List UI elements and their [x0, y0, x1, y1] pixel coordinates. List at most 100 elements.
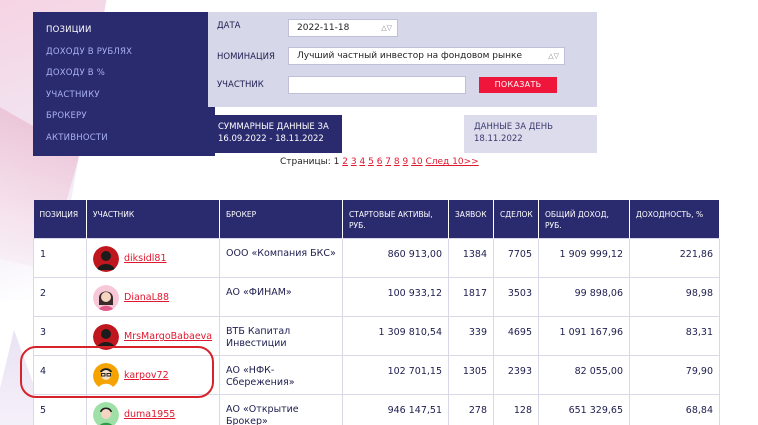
page-link[interactable]: 8	[393, 157, 400, 167]
participant-label: УЧАСТНИК	[217, 80, 264, 90]
cell-participant: diksidl81	[86, 237, 220, 278]
page-link[interactable]: 4	[359, 157, 366, 167]
pagination: Страницы: 1 2 3 4 5 6 7 8 9 10 След 10>>	[280, 157, 479, 167]
page-current: 1	[333, 157, 340, 167]
col-header-position[interactable]: ПОЗИЦИЯ	[33, 200, 87, 238]
filter-panel: ДАТА 2022-11-18 △▽ НОМИНАЦИЯ Лучший част…	[208, 12, 597, 107]
nomination-label: НОМИНАЦИЯ	[217, 52, 275, 62]
cell-position: 5	[33, 393, 87, 425]
menu-item-broker[interactable]: БРОКЕРУ	[46, 111, 87, 122]
tab-summary-period: 16.09.2022 - 18.11.2022	[218, 134, 324, 144]
col-header-assets[interactable]: СТАРТОВЫЕ АКТИВЫ, РУБ.	[342, 200, 449, 238]
tab-summary[interactable]: СУММАРНЫЕ ДАННЫЕ ЗА 16.09.2022 - 18.11.2…	[208, 115, 342, 153]
spinner-icon[interactable]: △▽	[381, 24, 392, 32]
cell-broker: ВТБ Капитал Инвестиции	[219, 315, 343, 356]
sort-menu: ПОЗИЦИИ ДОХОДУ В РУБЛЯХ ДОХОДУ В % УЧАСТ…	[33, 12, 215, 156]
col-header-participant[interactable]: УЧАСТНИК	[86, 200, 220, 238]
chevron-updown-icon: △▽	[548, 52, 559, 60]
cell-deals: 7705	[493, 237, 539, 278]
cell-yield: 83,31	[629, 315, 720, 356]
col-header-yield[interactable]: ДОХОДНОСТЬ, %	[629, 200, 720, 238]
cell-yield: 98,98	[629, 276, 720, 317]
cell-position: 1	[33, 237, 87, 278]
menu-item-participant[interactable]: УЧАСТНИКУ	[46, 89, 100, 100]
participant-link[interactable]: karpov72	[124, 370, 169, 381]
date-value: 2022-11-18	[297, 23, 350, 33]
table-row: 2 DianaL88 АО «ФИНАМ» 100 933,12 1817 35…	[33, 276, 720, 317]
cell-deals: 3503	[493, 276, 539, 317]
cell-assets: 100 933,12	[342, 276, 449, 317]
nomination-select[interactable]: Лучший частный инвестор на фондовом рынк…	[288, 47, 565, 65]
cell-income: 99 898,06	[538, 276, 630, 317]
cell-assets: 102 701,15	[342, 354, 449, 395]
cell-participant: MrsMargoBabaeva	[86, 315, 220, 356]
participant-link[interactable]: diksidl81	[124, 253, 167, 264]
cell-broker: АО «ФИНАМ»	[219, 276, 343, 317]
participant-link[interactable]: duma1955	[124, 409, 176, 420]
table-row: 5 duma1955 АО «Открытие Брокер» 946 147,…	[33, 393, 720, 425]
page-link[interactable]: 2	[342, 157, 348, 167]
tab-summary-title: СУММАРНЫЕ ДАННЫЕ ЗА	[218, 122, 329, 132]
highlight-annotation	[20, 346, 214, 398]
cell-orders: 1817	[448, 276, 494, 317]
cell-income: 1 909 999,12	[538, 237, 630, 278]
table-header-row: ПОЗИЦИЯ УЧАСТНИК БРОКЕР СТАРТОВЫЕ АКТИВЫ…	[33, 200, 720, 238]
avatar-icon	[93, 245, 119, 272]
cell-deals: 2393	[493, 354, 539, 395]
participant-link[interactable]: DianaL88	[124, 292, 169, 303]
page-link[interactable]: 7	[385, 157, 392, 167]
cell-income: 1 091 167,96	[538, 315, 630, 356]
cell-broker: АО «Открытие Брокер»	[219, 393, 343, 425]
date-input[interactable]: 2022-11-18 △▽	[288, 19, 398, 37]
cell-income: 651 329,65	[538, 393, 630, 425]
cell-income: 82 055,00	[538, 354, 630, 395]
page-next-link[interactable]: След 10>>	[425, 157, 479, 167]
cell-orders: 1384	[448, 237, 494, 278]
results-table: ПОЗИЦИЯ УЧАСТНИК БРОКЕР СТАРТОВЫЕ АКТИВЫ…	[33, 200, 720, 425]
col-header-orders[interactable]: ЗАЯВОК	[448, 200, 494, 238]
page-link[interactable]: 10	[411, 157, 423, 167]
nomination-value: Лучший частный инвестор на фондовом рынк…	[297, 51, 522, 61]
col-header-income[interactable]: ОБЩИЙ ДОХОД, РУБ.	[538, 200, 630, 238]
cell-deals: 128	[493, 393, 539, 425]
page-link[interactable]: 9	[402, 157, 409, 167]
cell-participant: karpov72	[86, 354, 220, 395]
cell-assets: 1 309 810,54	[342, 315, 449, 356]
cell-orders: 1305	[448, 354, 494, 395]
avatar-icon	[93, 362, 119, 389]
menu-item-positions[interactable]: ПОЗИЦИИ	[46, 25, 92, 35]
cell-deals: 4695	[493, 315, 539, 356]
cell-participant: duma1955	[86, 393, 220, 425]
menu-item-income-rub[interactable]: ДОХОДУ В РУБЛЯХ	[46, 46, 133, 57]
cell-orders: 278	[448, 393, 494, 425]
participant-input[interactable]	[288, 76, 466, 94]
pagination-label: Страницы:	[280, 157, 331, 167]
table-row: 4 karpov72 АО «НФК-Сбережения» 102 701,1…	[33, 354, 720, 395]
menu-item-activity[interactable]: АКТИВНОСТИ	[46, 132, 108, 143]
cell-position: 3	[33, 315, 87, 356]
cell-position: 4	[33, 354, 87, 395]
avatar-icon	[93, 284, 119, 311]
page-link[interactable]: 5	[368, 157, 374, 167]
participant-link[interactable]: MrsMargoBabaeva	[124, 331, 213, 342]
page-link[interactable]: 6	[376, 157, 383, 167]
tab-day-title: ДАННЫЕ ЗА ДЕНЬ	[474, 122, 554, 132]
avatar-icon	[93, 401, 119, 425]
cell-orders: 339	[448, 315, 494, 356]
tab-day-date: 18.11.2022	[474, 134, 523, 144]
show-button[interactable]: ПОКАЗАТЬ	[479, 77, 557, 93]
page-link[interactable]: 3	[350, 157, 357, 167]
cell-assets: 860 913,00	[342, 237, 449, 278]
table-row: 1 diksidl81 ООО «Компания БКС» 860 913,0…	[33, 237, 720, 278]
cell-broker: АО «НФК-Сбережения»	[219, 354, 343, 395]
col-header-broker[interactable]: БРОКЕР	[219, 200, 343, 238]
table-row: 3 MrsMargoBabaeva ВТБ Капитал Инвестиции…	[33, 315, 720, 356]
menu-item-income-percent[interactable]: ДОХОДУ В %	[46, 68, 105, 79]
cell-broker: ООО «Компания БКС»	[219, 237, 343, 278]
tab-day[interactable]: ДАННЫЕ ЗА ДЕНЬ 18.11.2022	[464, 115, 597, 153]
cell-yield: 79,90	[629, 354, 720, 395]
col-header-deals[interactable]: СДЕЛОК	[493, 200, 539, 238]
cell-assets: 946 147,51	[342, 393, 449, 425]
cell-position: 2	[33, 276, 87, 317]
cell-yield: 68,84	[629, 393, 720, 425]
